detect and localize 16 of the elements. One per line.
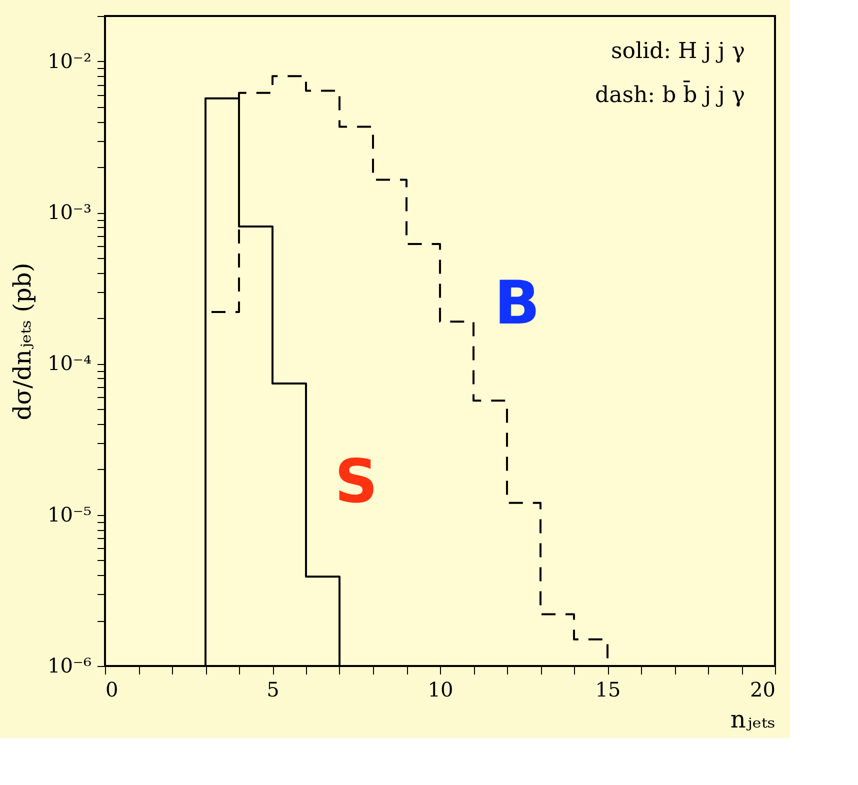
x-tick-label: 5 xyxy=(266,678,280,702)
x-axis-title: nⱼₑₜₛ xyxy=(730,706,776,734)
y-tick-label: 10⁻⁵ xyxy=(47,502,92,526)
y-axis-title: dσ/dnⱼₑₜₛ (pb) xyxy=(8,262,36,420)
annotation: dash: b b̄ j j γ xyxy=(595,80,745,108)
annotation: B xyxy=(494,268,540,338)
y-tick-label: 10⁻⁶ xyxy=(47,654,92,678)
x-tick-label: 20 xyxy=(750,678,776,702)
x-tick-label: 10 xyxy=(428,678,454,702)
annotation: solid: H j j γ xyxy=(610,39,745,64)
x-tick-label: 15 xyxy=(595,678,621,702)
annotation: S xyxy=(334,447,378,517)
y-tick-label: 10⁻⁴ xyxy=(47,351,92,376)
y-tick-label: 10⁻³ xyxy=(47,200,92,224)
x-tick-label: 0 xyxy=(106,678,118,702)
y-tick-label: 10⁻² xyxy=(47,48,92,73)
